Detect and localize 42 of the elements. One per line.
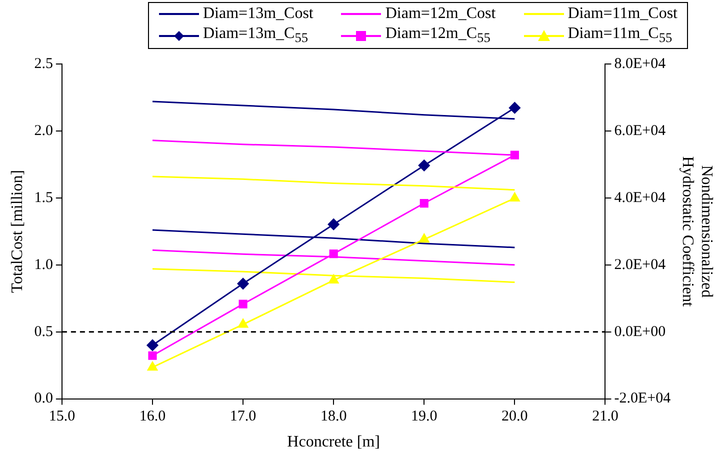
y-axis-title: TotalCost [million] bbox=[8, 170, 26, 293]
y2-tick-label: 4.0E+04 bbox=[614, 190, 666, 206]
y2-tick-label: 6.0E+04 bbox=[614, 122, 666, 139]
y2-axis-title: Nondimensionalized Hydrostatic Coefficient bbox=[678, 156, 716, 308]
x-tick-label: 19.0 bbox=[411, 408, 438, 425]
y2-tick-label: 8.0E+04 bbox=[614, 56, 666, 72]
point bbox=[510, 192, 520, 202]
point bbox=[237, 278, 249, 290]
legend-label: Diam=13m_C$_{55}$ bbox=[203, 25, 308, 46]
legend-label: Diam=13m_Cost bbox=[203, 5, 314, 23]
x-tick-label: 15.0 bbox=[48, 408, 76, 425]
y2-tick-label: -2.0E+04 bbox=[614, 390, 672, 407]
point bbox=[238, 300, 248, 308]
point bbox=[508, 102, 520, 114]
x-tick-label: 21.0 bbox=[592, 408, 618, 425]
legend-label: Diam=12m_Cost bbox=[385, 5, 496, 23]
point bbox=[328, 274, 339, 284]
x-tick-label: 20.0 bbox=[502, 408, 528, 425]
x-tick-label: 16.0 bbox=[139, 408, 166, 425]
x-tick-label: 17.0 bbox=[230, 408, 256, 425]
point bbox=[146, 339, 158, 351]
y2-tick-label: 2.0E+04 bbox=[614, 256, 666, 273]
legend-label: Diam=12m_C$_{55}$ bbox=[385, 25, 490, 46]
point bbox=[148, 351, 157, 360]
point bbox=[328, 218, 340, 230]
y-tick-label: 1.0 bbox=[34, 256, 53, 273]
point bbox=[147, 362, 158, 371]
point bbox=[420, 198, 428, 208]
point bbox=[329, 250, 338, 258]
y-tick-label: 0.0 bbox=[34, 390, 53, 407]
legend-label: Diam=11m_C$_{55}$ bbox=[568, 25, 672, 46]
y-tick-label: 2.0 bbox=[34, 122, 53, 139]
point bbox=[418, 160, 430, 172]
legend-label: Diam=11m_Cost bbox=[568, 5, 678, 23]
point bbox=[238, 318, 248, 328]
y-tick-label: 2.5 bbox=[34, 56, 53, 72]
y2-tick-label: 0.0E+00 bbox=[614, 324, 666, 340]
x-axis-title: Hconcrete [m] bbox=[287, 434, 380, 451]
y-tick-label: 0.5 bbox=[34, 324, 53, 340]
point bbox=[419, 234, 430, 243]
y-tick-label: 1.5 bbox=[34, 190, 53, 206]
x-tick-label: 18.0 bbox=[320, 408, 347, 425]
